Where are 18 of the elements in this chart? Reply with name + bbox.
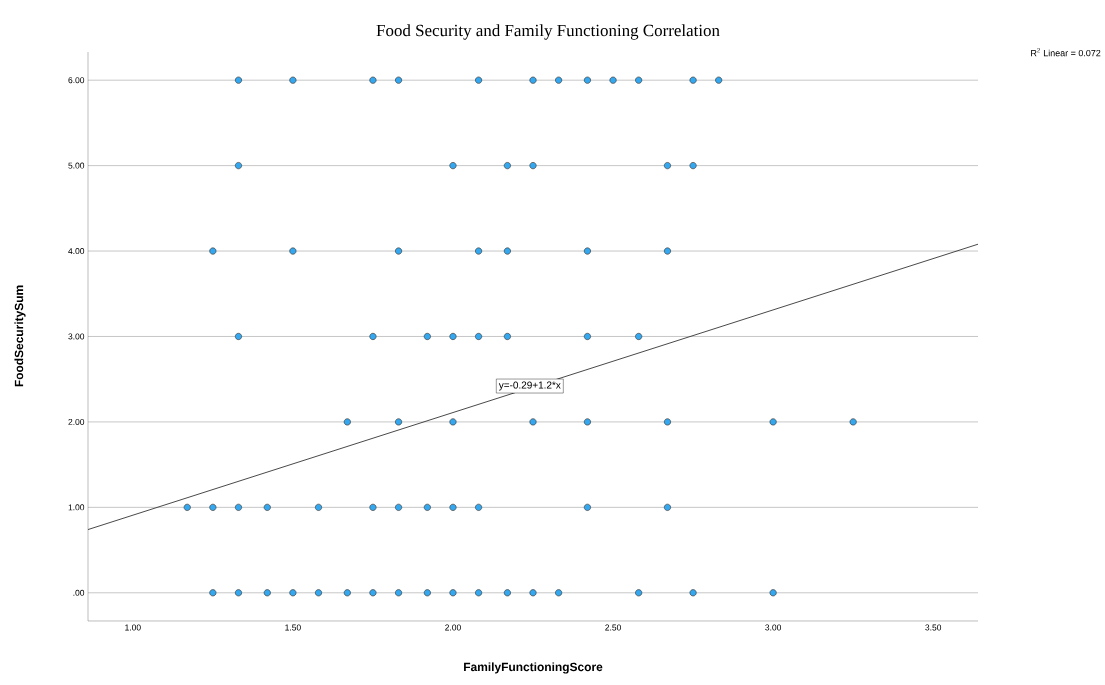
x-tick-label: 2.50 — [605, 624, 621, 631]
x-tick-label: 3.00 — [765, 624, 782, 631]
y-tick-label: 1.00 — [68, 504, 85, 511]
chart-title: Food Security and Family Functioning Correlation — [376, 24, 720, 40]
x-axis-title: FamilyFunctioningScore — [464, 662, 603, 674]
y-tick-label: 2.00 — [68, 418, 85, 425]
y-tick-label: 6.00 — [68, 77, 85, 84]
annotation: y=-0.29+1.2*x — [498, 381, 561, 391]
y-tick-label: 3.00 — [68, 333, 85, 340]
y-tick-label: .00 — [73, 589, 85, 596]
text: R$^{2}$ Linear = 0.072 — [1031, 48, 1101, 57]
y-tick-label: 4.00 — [68, 248, 85, 255]
x-tick-label: 2.00 — [445, 624, 461, 631]
y-axis-title: FoodSecuritySum — [14, 285, 26, 387]
x-tick-label: 1.50 — [285, 624, 301, 631]
x-tick-label: 1.00 — [125, 624, 141, 631]
x-tick-label: 3.50 — [925, 624, 942, 631]
y-tick-label: 5.00 — [68, 162, 85, 169]
